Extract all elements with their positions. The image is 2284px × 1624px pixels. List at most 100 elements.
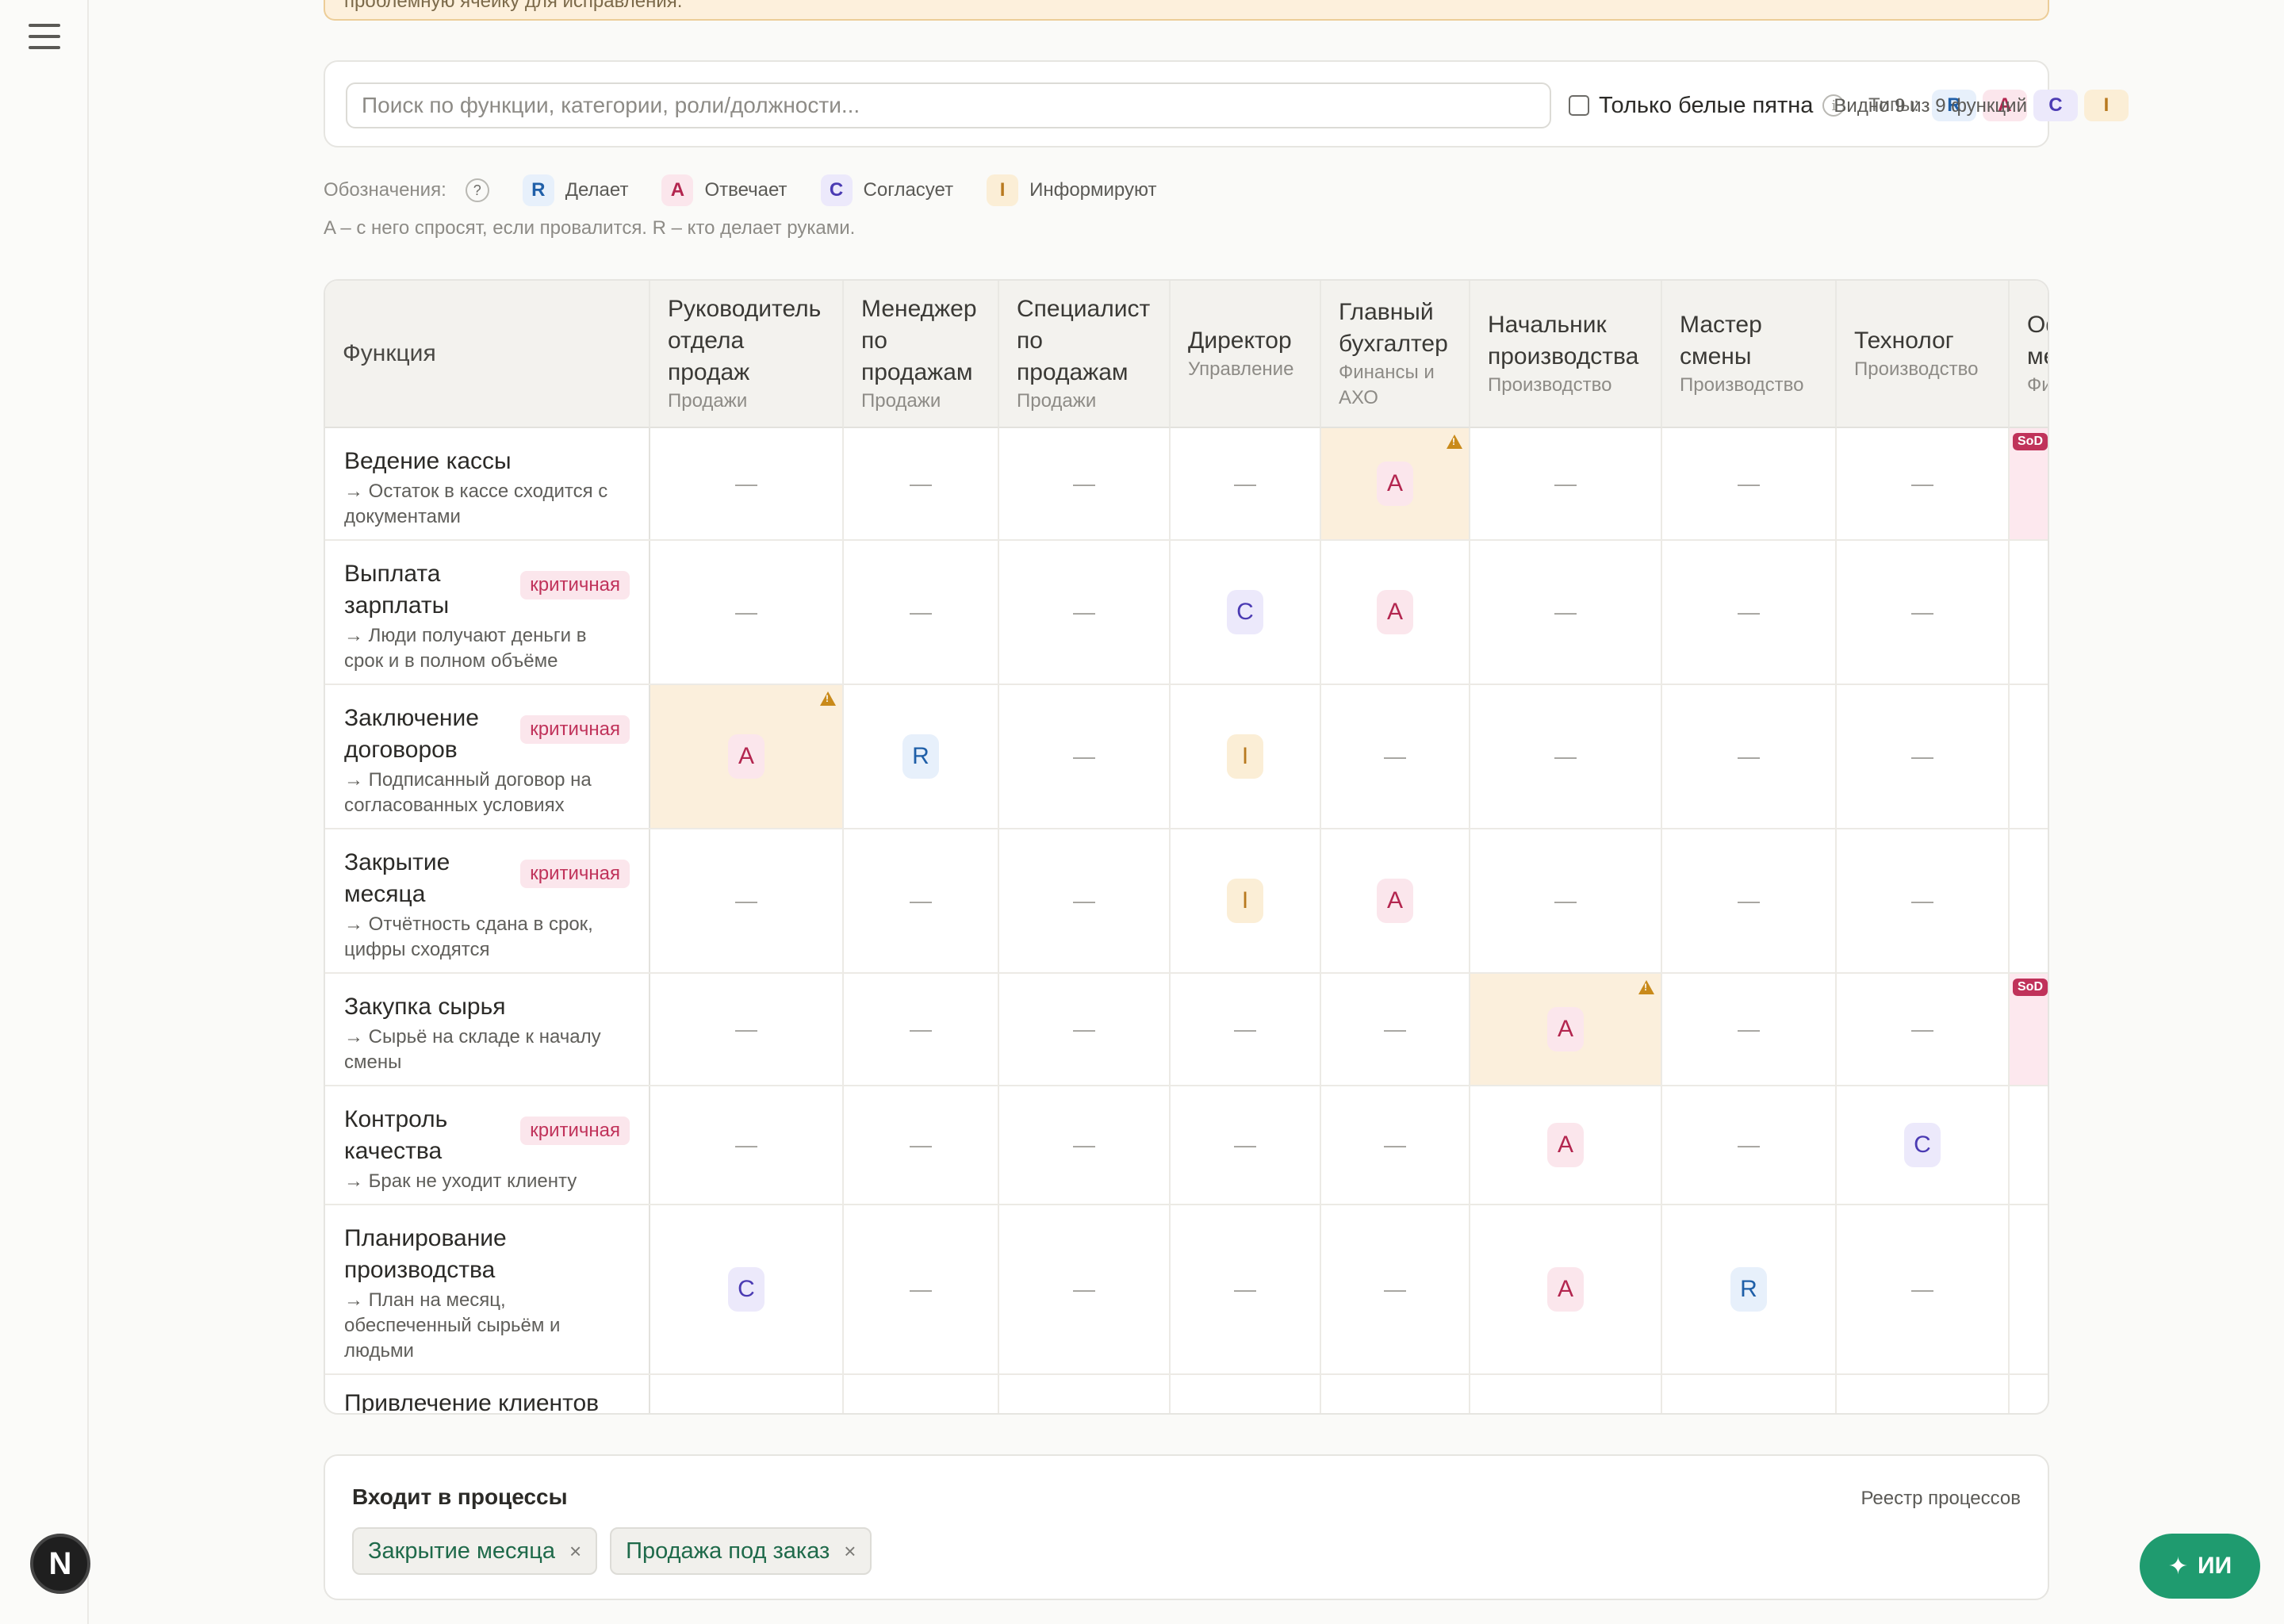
raci-cell[interactable]: R — [1662, 1205, 1837, 1373]
help-icon[interactable]: ? — [465, 178, 489, 202]
function-cell[interactable]: Контроль качества критичная → Брак не ух… — [325, 1086, 650, 1204]
ai-assistant-button[interactable]: ✦ ИИ — [2140, 1534, 2260, 1599]
raci-cell[interactable]: — — [844, 1205, 999, 1373]
raci-cell[interactable]: — — [1470, 829, 1662, 972]
raci-cell[interactable]: A — [1321, 829, 1470, 972]
raci-cell[interactable]: — — [1321, 1086, 1470, 1204]
raci-cell[interactable]: — — [1321, 974, 1470, 1085]
raci-cell[interactable]: — — [1171, 428, 1321, 539]
raci-cell[interactable]: — — [844, 974, 999, 1085]
raci-cell[interactable]: — — [1662, 541, 1837, 684]
raci-cell[interactable]: — — [1470, 428, 1662, 539]
raci-cell[interactable] — [2010, 829, 2048, 972]
raci-cell[interactable] — [2010, 1086, 2048, 1204]
header-role-6[interactable]: Мастер смены Производство — [1662, 281, 1837, 428]
function-cell[interactable]: Закрытие месяца критичная → Отчётность с… — [325, 829, 650, 972]
type-filter-c[interactable]: C — [2033, 90, 2078, 121]
raci-cell[interactable]: — — [1662, 685, 1837, 828]
info-icon[interactable]: i — [1822, 94, 1845, 117]
function-cell[interactable]: Заключение договоров критичная → Подписа… — [325, 685, 650, 828]
function-cell[interactable]: Привлечение клиентов — [325, 1375, 650, 1413]
raci-cell[interactable]: — — [1171, 974, 1321, 1085]
raci-cell[interactable]: I — [1171, 685, 1321, 828]
raci-cell[interactable]: — — [1321, 1205, 1470, 1373]
raci-cell[interactable] — [2010, 1375, 2048, 1413]
type-filter-r[interactable]: R — [1931, 90, 1976, 121]
raci-cell[interactable]: — — [650, 428, 844, 539]
raci-cell[interactable]: — — [1662, 974, 1837, 1085]
raci-cell[interactable]: — — [1662, 1086, 1837, 1204]
raci-cell[interactable]: A — [1470, 1086, 1662, 1204]
process-registry-link[interactable]: Реестр процессов — [1861, 1488, 2021, 1509]
raci-cell[interactable]: A — [1321, 541, 1470, 684]
raci-cell[interactable]: C — [1837, 1086, 2010, 1204]
raci-cell[interactable] — [999, 1375, 1171, 1413]
function-cell[interactable]: Выплата зарплаты критичная → Люди получа… — [325, 541, 650, 684]
raci-cell[interactable] — [650, 1375, 844, 1413]
raci-cell[interactable]: — — [844, 1086, 999, 1204]
function-cell[interactable]: Закупка сырья → Сырьё на складе к началу… — [325, 974, 650, 1085]
raci-cell[interactable]: — — [1837, 974, 2010, 1085]
raci-cell-warning[interactable]: A — [1321, 428, 1470, 539]
raci-cell[interactable]: C — [650, 1205, 844, 1373]
header-role-1[interactable]: Менеджер по продажам Продажи — [844, 281, 999, 428]
function-cell[interactable]: Планирование производства → План на меся… — [325, 1205, 650, 1373]
raci-cell[interactable]: — — [1470, 685, 1662, 828]
raci-cell[interactable]: — — [844, 428, 999, 539]
raci-cell[interactable]: — — [1662, 428, 1837, 539]
raci-cell[interactable] — [1470, 1375, 1662, 1413]
raci-cell[interactable]: — — [1470, 541, 1662, 684]
process-tag[interactable]: Продажа под заказ × — [610, 1527, 872, 1575]
raci-cell[interactable] — [844, 1375, 999, 1413]
header-role-2[interactable]: Специалист по продажам Продажи — [999, 281, 1171, 428]
raci-cell[interactable]: — — [999, 1205, 1171, 1373]
raci-cell[interactable] — [1837, 1375, 2010, 1413]
raci-cell[interactable]: — — [650, 1086, 844, 1204]
raci-cell[interactable] — [1662, 1375, 1837, 1413]
raci-cell[interactable]: I — [1171, 829, 1321, 972]
raci-cell[interactable]: — — [844, 829, 999, 972]
raci-cell[interactable]: — — [1837, 829, 2010, 972]
menu-icon[interactable] — [29, 24, 60, 49]
raci-cell-sod[interactable]: SoD — [2010, 974, 2048, 1085]
raci-cell[interactable]: — — [999, 829, 1171, 972]
search-input[interactable] — [346, 82, 1551, 128]
process-tag[interactable]: Закрытие месяца × — [352, 1527, 598, 1575]
raci-cell[interactable] — [1171, 1375, 1321, 1413]
header-role-7[interactable]: Технолог Производство — [1837, 281, 2010, 428]
type-filter-a[interactable]: A — [1982, 90, 2027, 121]
type-filter-i[interactable]: I — [2083, 90, 2129, 121]
header-role-5[interactable]: Начальник производства Производство — [1470, 281, 1662, 428]
raci-cell-warning[interactable]: A — [1470, 974, 1662, 1085]
header-role-8[interactable]: Офис-менеджер Финансы и АХО — [2010, 281, 2048, 428]
raci-cell[interactable] — [2010, 541, 2048, 684]
raci-cell[interactable]: — — [1837, 1205, 2010, 1373]
raci-cell[interactable] — [2010, 1205, 2048, 1373]
raci-cell[interactable]: — — [1171, 1086, 1321, 1204]
raci-cell[interactable]: — — [844, 541, 999, 684]
raci-cell[interactable]: — — [999, 1086, 1171, 1204]
raci-cell[interactable]: — — [1662, 829, 1837, 972]
raci-cell[interactable]: — — [650, 829, 844, 972]
app-logo[interactable]: N — [30, 1534, 90, 1594]
raci-cell[interactable]: — — [650, 974, 844, 1085]
raci-cell[interactable]: — — [1837, 428, 2010, 539]
raci-cell[interactable]: — — [1837, 685, 2010, 828]
raci-cell-sod[interactable]: SoD — [2010, 428, 2048, 539]
raci-cell[interactable]: R — [844, 685, 999, 828]
only-gaps-checkbox[interactable] — [1569, 95, 1589, 116]
raci-cell[interactable]: — — [999, 541, 1171, 684]
remove-icon[interactable]: × — [844, 1538, 856, 1563]
raci-cell-warning[interactable]: A — [650, 685, 844, 828]
function-cell[interactable]: Ведение кассы → Остаток в кассе сходится… — [325, 428, 650, 539]
header-role-3[interactable]: Директор Управление — [1171, 281, 1321, 428]
raci-cell[interactable] — [2010, 685, 2048, 828]
raci-cell[interactable] — [1321, 1375, 1470, 1413]
remove-icon[interactable]: × — [569, 1538, 582, 1563]
raci-cell[interactable]: C — [1171, 541, 1321, 684]
raci-cell[interactable]: A — [1470, 1205, 1662, 1373]
only-gaps-toggle[interactable]: Только белые пятна i — [1569, 86, 1845, 125]
raci-cell[interactable]: — — [999, 428, 1171, 539]
raci-cell[interactable]: — — [1171, 1205, 1321, 1373]
raci-cell[interactable]: — — [1837, 541, 2010, 684]
